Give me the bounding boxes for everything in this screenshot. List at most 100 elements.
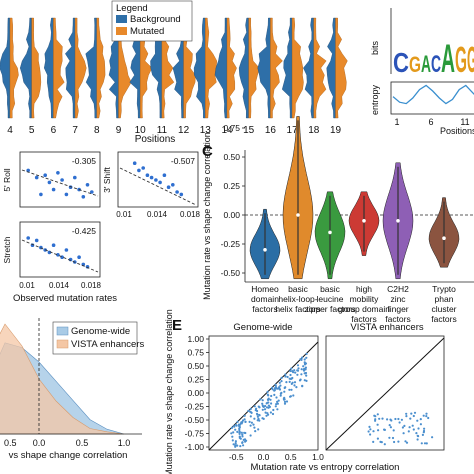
e-vista-point — [374, 418, 377, 421]
c-xlabel-3-2: group domain — [338, 304, 390, 314]
d-xtick-2: 0.5 — [76, 438, 89, 448]
b1-point — [60, 178, 64, 182]
e-genome-point — [264, 411, 267, 414]
logo-letter-g1: G — [409, 52, 421, 77]
e-vista-point — [372, 430, 375, 433]
logo-letter-g2: G — [455, 39, 467, 80]
e-vista-point — [376, 413, 379, 416]
e-vista-point — [397, 440, 400, 443]
logo-letter-g3: G — [467, 39, 474, 80]
e-genome-point — [261, 402, 264, 405]
d-vista-density — [0, 323, 125, 435]
e-vista-point — [419, 418, 422, 421]
top-xtick-9: 9 — [116, 125, 122, 136]
b2-point — [175, 190, 179, 194]
e-vista-point — [409, 417, 412, 420]
d-legend-swatch-vista — [56, 339, 69, 349]
c-xlabel-3-3: factors — [351, 314, 377, 324]
c-ylabel: Mutation rate vs shape change correlatio… — [202, 132, 212, 300]
e-xtick-label: 0.0 — [258, 452, 270, 462]
e-genome-point — [270, 394, 273, 398]
e-genome-point — [258, 419, 261, 422]
logo-letter-c2: C — [431, 51, 441, 78]
e-vista-point — [419, 423, 422, 426]
c-xlabel-2-0: basic — [320, 284, 341, 294]
e-genome-point — [301, 385, 304, 388]
top-violin-background-5 — [19, 17, 32, 119]
e-vista-point — [380, 441, 383, 444]
e-genome-point — [267, 394, 270, 397]
b3-frame — [19, 221, 101, 278]
b2-frame — [117, 151, 199, 208]
b3-point — [64, 248, 69, 252]
c-xlabel-0-2: factors — [252, 304, 278, 314]
e-genome-point — [241, 435, 244, 438]
e-vista-point — [369, 428, 372, 431]
e-genome-point — [282, 397, 285, 400]
e-vista-point — [398, 421, 401, 424]
e-genome-point — [283, 390, 286, 393]
e-vista-point — [378, 417, 381, 420]
b-plot-2: 3' Shift -0.507 0.01 0.014 0.018 — [102, 151, 201, 219]
b1-point — [73, 175, 77, 180]
d-legend-vista: VISTA enhancers — [71, 339, 144, 350]
b1-point — [56, 171, 60, 175]
e-vista-point — [389, 426, 392, 429]
b3-trendline — [21, 239, 99, 273]
e-genome-point — [284, 375, 287, 378]
c-violin-median-2 — [328, 230, 332, 235]
top-xtick-16: 16 — [265, 125, 277, 136]
top-violin-mutated-19 — [335, 17, 348, 119]
e-genome-point — [250, 421, 253, 424]
e-vista-point — [400, 418, 403, 421]
e-genome-point — [283, 400, 287, 403]
e-vista-point — [422, 414, 425, 417]
e-genome-point — [278, 381, 281, 384]
e-genome-point — [232, 443, 235, 446]
c-xlabel-4-1: zinc — [390, 294, 406, 304]
e-vista-point — [425, 412, 428, 415]
e-vista-point — [402, 432, 405, 435]
e-genome-point — [249, 424, 252, 427]
e-vista-point — [410, 412, 413, 415]
top-violin-mutated-16 — [270, 17, 283, 119]
e-ytick-label: 0.00 — [187, 388, 204, 398]
top-xtick-15: 15 — [243, 125, 255, 136]
b2-point — [141, 166, 145, 170]
d-xlabel: vs shape change correlation — [9, 450, 128, 461]
e-genome-point — [273, 389, 276, 392]
e-genome-point — [266, 398, 270, 401]
top-xtick-18: 18 — [308, 125, 320, 136]
e-vista-point — [386, 418, 389, 421]
e-vista-point — [388, 424, 391, 427]
c-xlabel-3-0: high — [356, 284, 372, 294]
e-genome-point — [234, 423, 237, 426]
top-violin-mutated-7 — [74, 17, 87, 119]
b1-point — [64, 192, 69, 197]
e-genome-point — [283, 402, 287, 405]
c-xlabel-5-2: cluster — [431, 304, 456, 314]
top-xtick-5: 5 — [29, 125, 35, 136]
e-genome-point — [300, 373, 303, 376]
e-xlabel: Mutation rate vs entropy correlation — [251, 462, 400, 473]
e-ytick-label: -1.00 — [185, 442, 205, 452]
e-title-vista: VISTA enhancers — [350, 322, 423, 333]
d-xtick-3: 1.0 — [118, 438, 131, 448]
b2-point — [171, 183, 175, 187]
e-genome-point — [243, 431, 246, 434]
e-genome-point — [241, 433, 244, 436]
e-genome-point — [249, 434, 252, 437]
c-ytick-label: 0.25 — [223, 181, 240, 191]
e-genome-point — [305, 352, 308, 355]
e-genome-point — [288, 388, 291, 391]
c-xlabel-4-2: finger — [387, 304, 408, 314]
b1-point — [34, 175, 39, 180]
e-ytick-label: -0.50 — [185, 415, 205, 425]
e-genome-point — [289, 373, 292, 377]
legend-swatch-mutated — [116, 27, 127, 35]
top-xtick-17: 17 — [287, 125, 299, 136]
e-ytick-label: 0.25 — [187, 375, 204, 385]
b2-point — [158, 180, 162, 185]
e-genome-point — [280, 376, 283, 379]
e-genome-point — [254, 409, 257, 412]
